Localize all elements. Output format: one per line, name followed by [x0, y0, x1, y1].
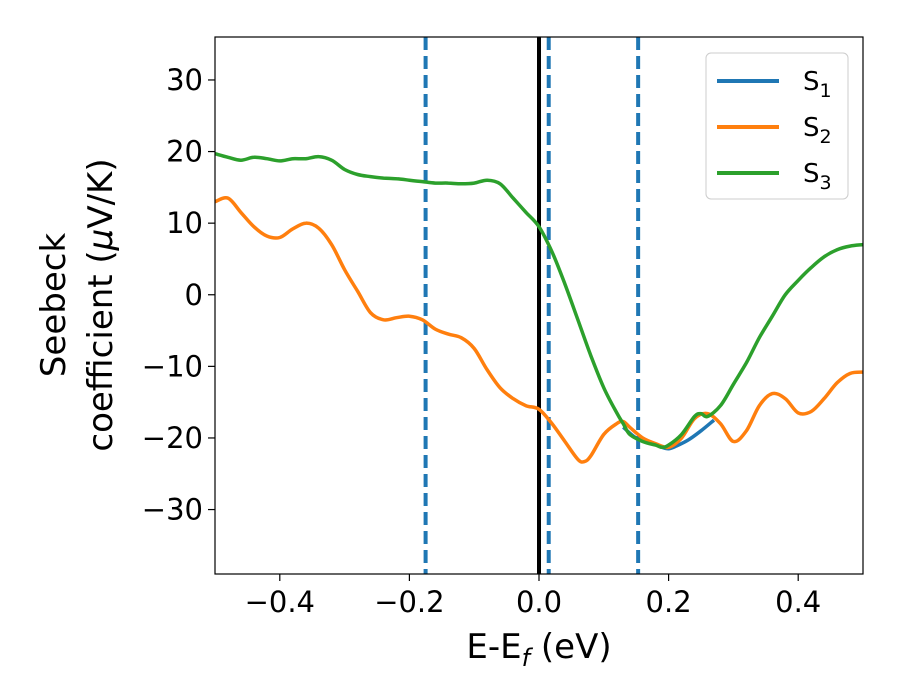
x-axis-ticks: −0.4 −0.2 0.0 0.2 0.4 — [245, 574, 821, 619]
x-axis-label: E-Ef (eV) — [466, 627, 611, 672]
x-tick-label: 0.4 — [775, 585, 821, 619]
y-tick-label: −20 — [142, 421, 203, 455]
y-tick-label: −10 — [142, 349, 203, 383]
y-tick-label: 0 — [185, 278, 203, 312]
legend-items: S1 S2 S3 — [717, 67, 832, 194]
x-tick-label: −0.2 — [374, 585, 444, 619]
y-axis-ticks: −30 −20 −10 0 10 20 30 — [142, 63, 215, 527]
series-line-s2 — [214, 195, 864, 464]
y-axis-label-line2: coefficient (μV/K) — [81, 158, 121, 451]
series-lines — [214, 152, 864, 464]
legend: S1 S2 S3 — [705, 52, 849, 200]
y-tick-label: −30 — [142, 493, 203, 527]
y-axis-label-mu: μ — [81, 229, 121, 252]
x-tick-label: −0.4 — [245, 585, 315, 619]
series-line-s3 — [214, 152, 864, 450]
legend-label-s2: S2 — [803, 113, 832, 148]
y-tick-label: 20 — [166, 135, 203, 169]
legend-label-s1: S1 — [803, 67, 832, 102]
x-axis-label-unit: (eV) — [530, 627, 612, 667]
legend-label-s3: S3 — [803, 159, 832, 194]
y-axis-label-line1: Seebeck — [34, 233, 74, 378]
reference-lines — [423, 37, 641, 574]
y-tick-label: 30 — [166, 63, 203, 97]
x-tick-label: 0.0 — [516, 585, 562, 619]
y-tick-label: 10 — [166, 206, 203, 240]
x-tick-label: 0.2 — [646, 585, 692, 619]
